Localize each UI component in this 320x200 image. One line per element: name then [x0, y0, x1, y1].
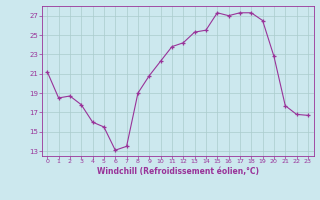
X-axis label: Windchill (Refroidissement éolien,°C): Windchill (Refroidissement éolien,°C): [97, 167, 259, 176]
